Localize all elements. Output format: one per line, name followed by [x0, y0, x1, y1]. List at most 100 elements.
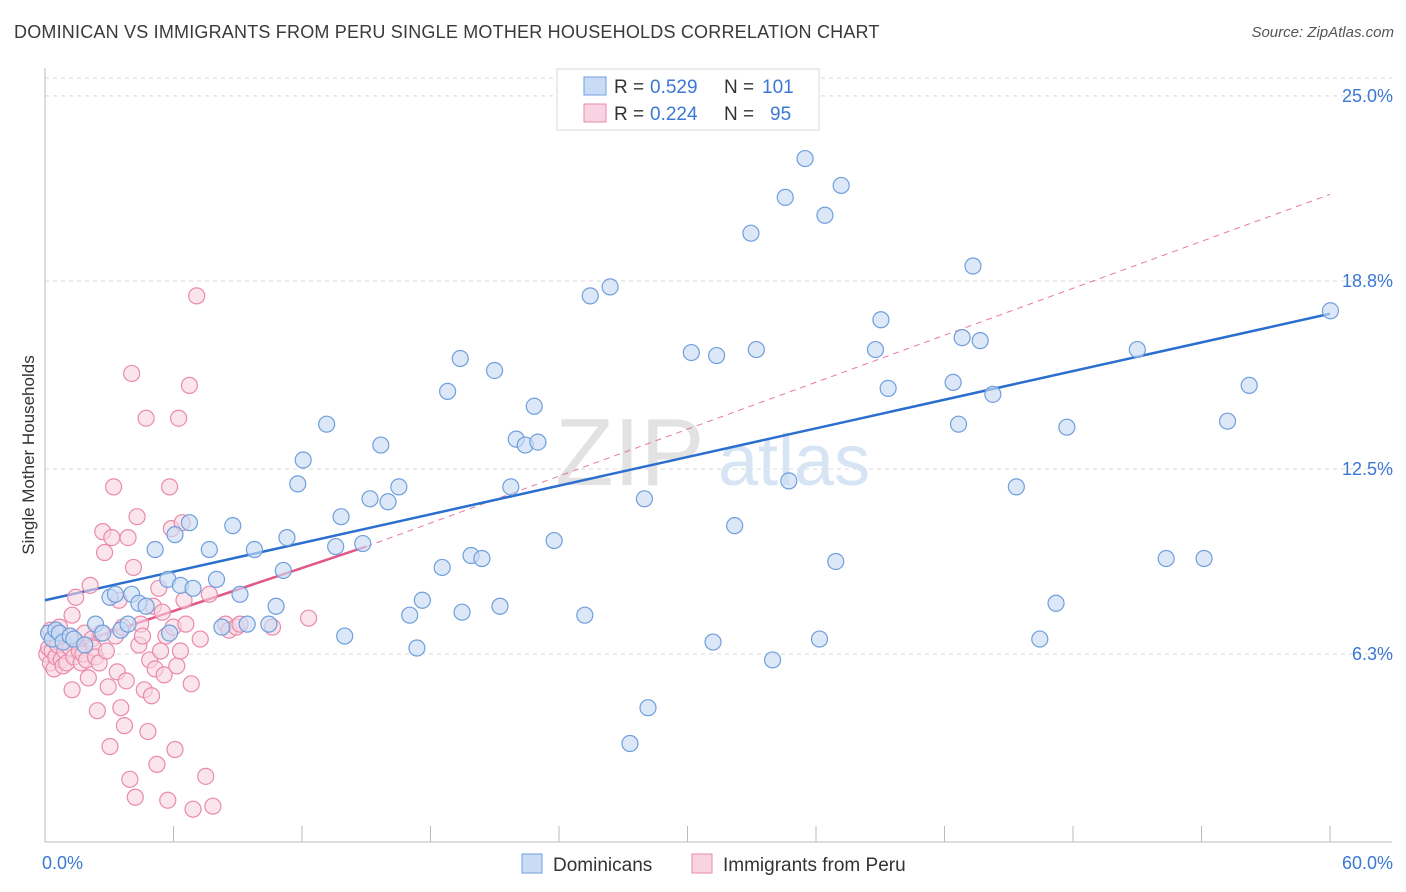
data-point-peru [160, 478, 179, 496]
data-point-peru [148, 755, 166, 774]
y-tick-label: 18.8% [1342, 271, 1393, 291]
legend-swatch-peru [691, 853, 713, 874]
data-point-peru [137, 409, 155, 427]
data-point-dominicans [372, 436, 390, 454]
data-point-peru [121, 770, 139, 788]
data-point-dominicans [166, 526, 184, 544]
watermark-zip: ZIP [555, 399, 704, 506]
data-point-dominicans [473, 549, 491, 568]
data-point-dominicans [796, 149, 814, 168]
data-point-dominicans [213, 618, 231, 636]
data-point-dominicans [106, 585, 125, 603]
chart-title: DOMINICAN VS IMMIGRANTS FROM PERU SINGLE… [14, 22, 880, 42]
data-point-dominicans [776, 188, 794, 206]
data-point-dominicans [726, 517, 744, 535]
data-point-dominicans [267, 597, 285, 615]
data-point-dominicans [231, 585, 249, 603]
data-point-dominicans [1128, 340, 1146, 359]
data-point-peru [124, 558, 143, 577]
legend-swatch-dominicans [521, 853, 543, 874]
data-point-dominicans [245, 540, 264, 559]
data-point-dominicans [601, 278, 619, 296]
data-point-dominicans [260, 615, 278, 633]
data-point-dominicans [1240, 376, 1258, 394]
data-point-dominicans [1157, 549, 1175, 568]
data-point-peru [204, 797, 222, 815]
data-point-dominicans [200, 540, 218, 559]
data-point-dominicans [451, 349, 469, 368]
data-point-dominicans [872, 311, 890, 329]
data-point-dominicans [816, 206, 834, 224]
data-point-dominicans [1321, 302, 1340, 320]
data-point-dominicans [361, 490, 379, 508]
data-point-dominicans [525, 397, 543, 415]
data-point-dominicans [949, 415, 968, 433]
grid-layer [45, 77, 1392, 655]
data-point-dominicans [953, 329, 971, 347]
data-point-dominicans [274, 561, 292, 580]
data-point-dominicans [866, 340, 885, 359]
series-dominicans [40, 149, 1340, 753]
data-point-dominicans [238, 615, 256, 633]
legend-top: R = 0.529 N = 101 R = 0.224 N = 95 [556, 68, 820, 131]
legend-r-value: 0.529 [650, 77, 698, 98]
data-point-peru [166, 740, 184, 759]
data-point-dominicans [354, 534, 372, 553]
legend-swatch-peru [583, 103, 607, 123]
data-point-dominicans [545, 531, 563, 550]
data-point-dominicans [278, 528, 296, 547]
data-point-peru [103, 528, 121, 547]
data-point-dominicans [621, 734, 639, 753]
data-point-dominicans [401, 606, 419, 624]
data-point-peru [155, 666, 173, 684]
data-point-dominicans [1007, 478, 1025, 496]
data-point-dominicans [742, 224, 760, 242]
data-point-peru [184, 800, 202, 818]
data-point-peru [105, 478, 123, 496]
data-point-peru [128, 508, 146, 526]
data-point-dominicans [294, 451, 312, 469]
data-point-peru [67, 588, 85, 606]
data-point-peru [133, 627, 152, 645]
x-tick-label-max: 60.0% [1342, 853, 1393, 873]
data-point-dominicans [76, 636, 94, 654]
data-point-dominicans [390, 478, 408, 496]
data-point-peru [159, 791, 177, 809]
data-point-peru [168, 657, 186, 675]
data-point-peru [142, 687, 161, 705]
data-point-dominicans [944, 373, 962, 392]
data-point-dominicans [964, 257, 982, 275]
data-point-dominicans [639, 699, 657, 717]
data-point-peru [200, 585, 218, 603]
data-point-dominicans [502, 478, 520, 496]
data-point-peru [182, 675, 200, 693]
data-point-dominicans [160, 624, 179, 642]
data-point-dominicans [1218, 412, 1237, 430]
data-point-dominicans [682, 343, 700, 362]
legend-n-value: 95 [770, 104, 791, 125]
data-point-dominicans [184, 579, 202, 597]
data-point-peru [97, 642, 115, 660]
legend-bottom: Dominicans Immigrants from Peru [521, 853, 906, 876]
data-point-peru [139, 722, 157, 741]
data-point-peru [115, 717, 134, 735]
data-point-dominicans [1058, 418, 1076, 436]
data-point-dominicans [332, 508, 350, 526]
data-point-dominicans [832, 176, 850, 195]
data-point-peru [180, 376, 199, 394]
data-point-dominicans [318, 415, 336, 433]
x-tick-label-min: 0.0% [42, 853, 83, 873]
data-point-peru [117, 672, 135, 690]
data-point-dominicans [984, 385, 1002, 403]
data-point-dominicans [224, 517, 242, 535]
data-point-dominicans [810, 630, 829, 648]
data-point-dominicans [576, 606, 594, 624]
data-point-dominicans [827, 552, 845, 571]
legend-swatch-dominicans [583, 76, 607, 96]
legend-n-value: 101 [762, 77, 794, 98]
data-point-dominicans [708, 346, 726, 365]
data-point-dominicans [207, 570, 226, 588]
data-point-dominicans [635, 490, 654, 508]
legend-r-label: R = [614, 104, 644, 125]
